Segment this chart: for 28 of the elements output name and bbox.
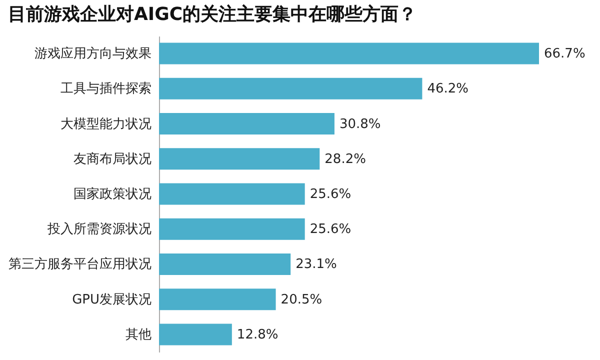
bar [159,42,539,64]
data-label: 66.7% [544,46,586,62]
y-tick-label: 工具与插件探索 [60,82,152,97]
bar [159,148,320,170]
bar [159,288,276,310]
chart-title: 目前游戏企业对AIGC的关注主要集中在哪些方面？ [8,4,417,25]
bar [159,218,305,240]
data-label: 20.5% [280,292,322,308]
y-tick-label: 友商布局状况 [74,152,152,167]
y-tick-label: 第三方服务平台应用状况 [8,256,152,272]
data-label: 25.6% [310,222,352,238]
y-tick-label: 其他 [126,327,152,342]
y-tick-label: 投入所需资源状况 [46,222,152,238]
bar [159,324,232,346]
y-tick-label: 游戏应用方向与效果 [34,46,152,62]
bar [159,183,305,205]
data-label: 46.2% [427,82,469,97]
data-label: 25.6% [310,187,352,202]
bar [159,113,334,135]
y-tick-label: 大模型能力状况 [60,116,152,132]
data-label: 28.2% [324,152,366,167]
bar [159,253,291,275]
data-label: 30.8% [339,116,381,132]
data-label: 23.1% [296,257,337,272]
y-tick-label: GPU发展状况 [72,292,152,308]
bar [159,78,422,100]
data-label: 12.8% [236,327,278,342]
y-tick-label: 国家政策状况 [74,186,152,202]
